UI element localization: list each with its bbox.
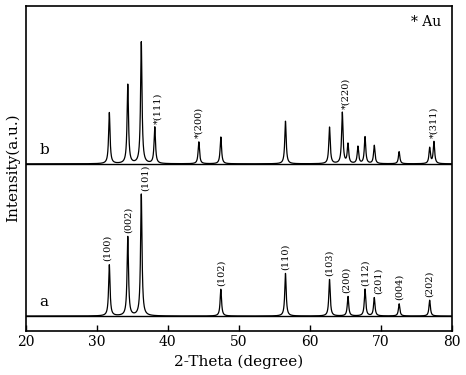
Text: *(200): *(200) [194,107,203,138]
Text: b: b [40,142,49,156]
Text: (004): (004) [395,274,404,300]
Text: (100): (100) [103,235,112,261]
Text: (112): (112) [361,259,370,286]
Text: (103): (103) [325,249,334,276]
Text: a: a [40,295,49,309]
Text: (102): (102) [216,259,226,286]
X-axis label: 2-Theta (degree): 2-Theta (degree) [174,355,303,369]
Text: (101): (101) [140,164,149,190]
Text: (110): (110) [281,243,290,270]
Text: * Au: * Au [411,15,441,29]
Text: *(311): *(311) [430,107,439,138]
Y-axis label: Intensity(a.u.): Intensity(a.u.) [6,114,20,222]
Text: (200): (200) [342,267,350,293]
Text: *(111): *(111) [154,92,163,124]
Text: (201): (201) [373,268,382,294]
Text: (002): (002) [123,207,132,233]
Text: (202): (202) [425,270,434,297]
Text: *(220): *(220) [342,78,350,109]
